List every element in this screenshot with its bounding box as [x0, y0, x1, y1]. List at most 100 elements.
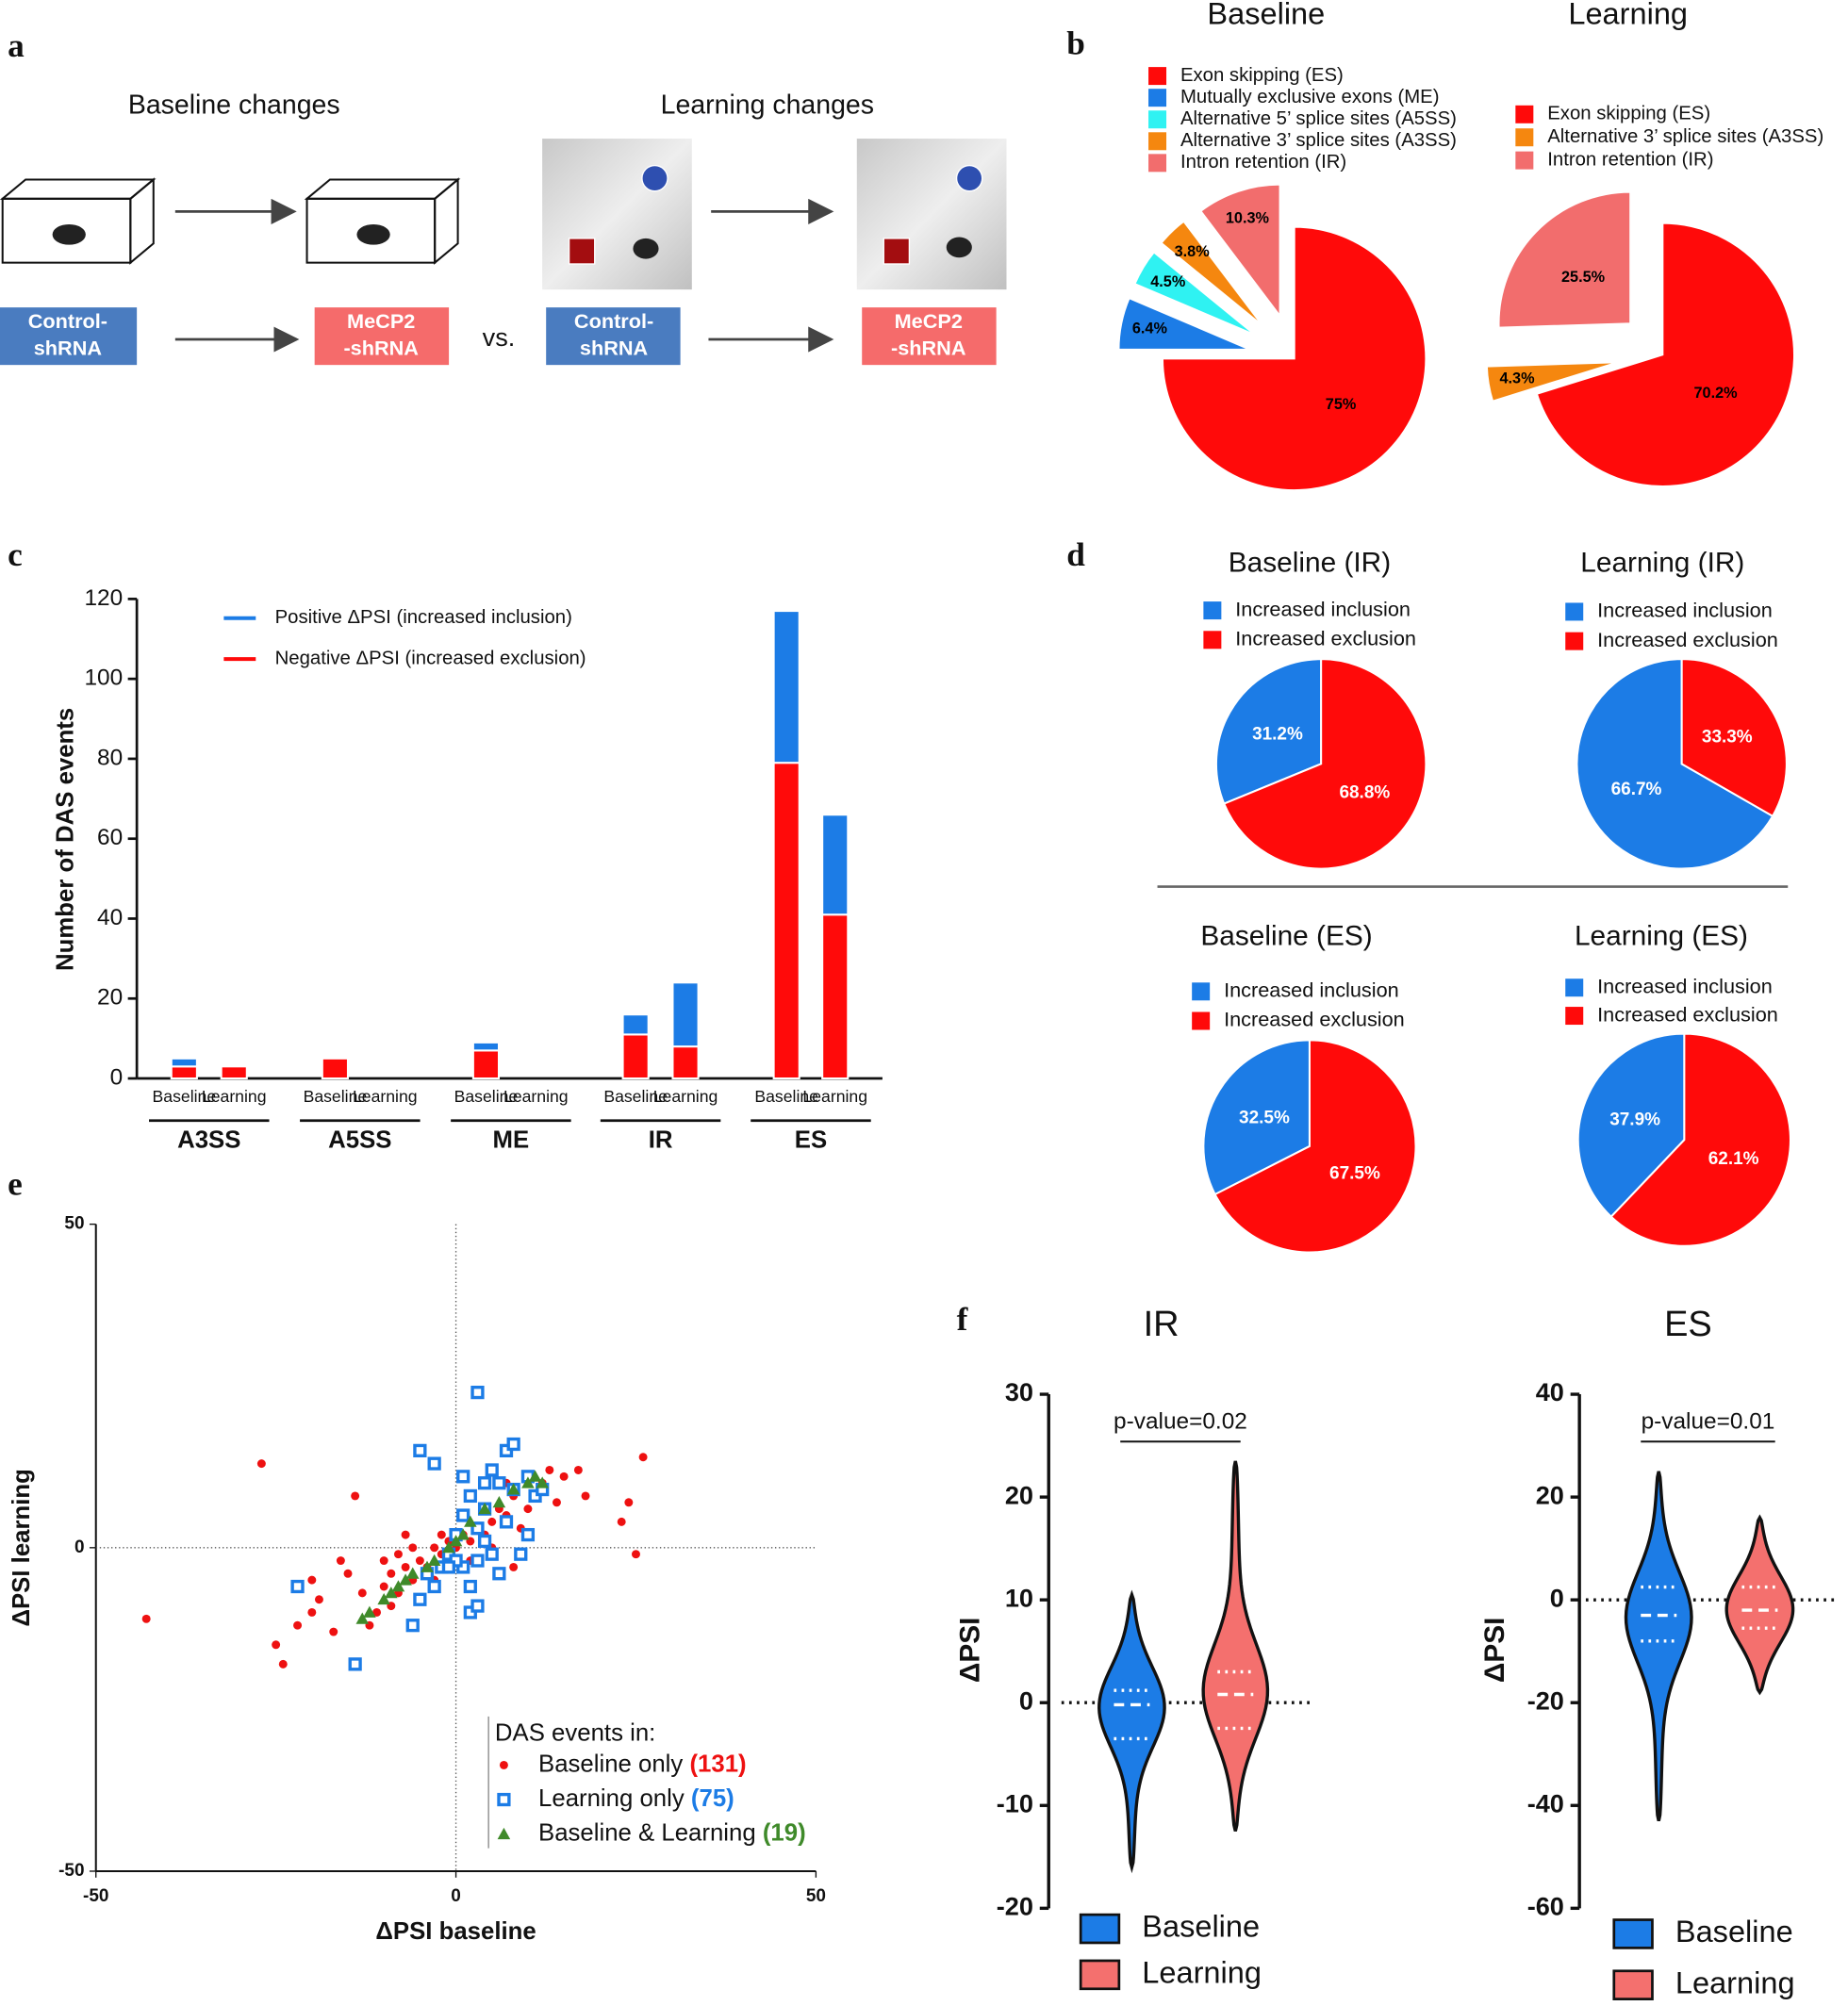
pie-slice [1222, 658, 1427, 870]
box-text: -shRNA [343, 337, 419, 360]
control-box [546, 307, 681, 366]
point [478, 1502, 491, 1515]
point [307, 1607, 317, 1617]
bar-segment [621, 1013, 650, 1036]
y-tick-label: 20 [1005, 1480, 1033, 1509]
point [521, 1476, 535, 1488]
legend-label: Learning [1142, 1955, 1262, 1989]
point [401, 1530, 410, 1539]
bar-segment [471, 1049, 501, 1080]
legend-label: Increased exclusion [1235, 627, 1416, 650]
legend-label: Alternative 3’ splice sites (A3SS) [1180, 130, 1457, 151]
pie-title: Learning (ES) [1575, 921, 1748, 952]
x-tick-label: Baseline [153, 1087, 217, 1106]
point [421, 1560, 434, 1572]
point [492, 1496, 506, 1508]
p-value: p-value=0.02 [1114, 1408, 1247, 1434]
panel-labels: a b c d e f [8, 25, 1085, 1339]
x-tick-label: Learning [202, 1087, 267, 1106]
point [387, 1569, 396, 1578]
legend-label: Exon skipping (ES) [1547, 104, 1710, 124]
y-axis-label: Number of DAS events [52, 708, 78, 971]
arena [542, 139, 692, 290]
group-label: ES [795, 1126, 827, 1153]
bar-segment [772, 762, 800, 1080]
panel-label: b [1066, 25, 1085, 62]
y-axis-label: ΔPSI [955, 1618, 986, 1684]
bar-segment [671, 981, 700, 1048]
pie-title: Learning [1568, 0, 1688, 30]
point [441, 1560, 456, 1574]
legend-marker [497, 1792, 511, 1807]
legend-label: Exon skipping (ES) [1180, 65, 1344, 86]
point [357, 1588, 367, 1598]
point [536, 1476, 549, 1488]
pie-title: Learning (IR) [1580, 548, 1744, 579]
y-axis-label: ΔPSI learning [8, 1469, 35, 1626]
legend-label: Baseline [1142, 1910, 1260, 1944]
x-tick-label: Baseline [603, 1087, 668, 1106]
pie-title: Baseline (IR) [1229, 548, 1391, 579]
box-text: MeCP2 [347, 309, 415, 333]
legend-swatch [1148, 154, 1167, 173]
point [456, 1508, 470, 1522]
x-tick-label: Learning [353, 1087, 418, 1106]
violin [1624, 1471, 1693, 1821]
point [293, 1620, 303, 1630]
slice-label: 33.3% [1702, 728, 1753, 748]
pie-slice [1485, 361, 1619, 403]
legend-swatch [1612, 1918, 1654, 1949]
home-cage [0, 177, 157, 265]
point [427, 1579, 441, 1594]
object [568, 238, 596, 265]
point [487, 1517, 497, 1526]
violin [1724, 1514, 1795, 1696]
legend-swatch [1079, 1913, 1121, 1945]
point [379, 1556, 388, 1566]
point [456, 1470, 470, 1484]
legend-swatch [1203, 631, 1222, 649]
violin [1097, 1589, 1166, 1874]
slice-label: 62.1% [1708, 1149, 1759, 1169]
legend-label: Baseline [1675, 1915, 1793, 1948]
point [377, 1592, 390, 1605]
legend-swatch [1079, 1959, 1121, 1991]
slice-label: 37.9% [1609, 1110, 1660, 1129]
y-tick-label: 0 [1019, 1685, 1033, 1715]
point [463, 1579, 477, 1594]
bar-segment [821, 814, 850, 916]
point [355, 1612, 370, 1624]
legend-swatch [1565, 978, 1584, 997]
legend-swatch [1612, 1969, 1654, 2000]
mouse [946, 237, 972, 258]
pie-slice [1576, 658, 1774, 870]
legend-label: Mutually exclusive exons (ME) [1180, 87, 1440, 107]
legend-label: Increased exclusion [1597, 628, 1778, 651]
legend-marker [499, 1760, 508, 1769]
legend-label: Alternative 3’ splice sites (A3SS) [1547, 126, 1823, 147]
slice-label: 67.5% [1329, 1163, 1380, 1183]
bar-segment [621, 1033, 650, 1080]
x-tick-label: 50 [806, 1886, 826, 1906]
legend-label: Increased exclusion [1597, 1002, 1778, 1026]
slice-label: 3.8% [1175, 243, 1211, 260]
point [343, 1569, 353, 1578]
legend-swatch [1565, 602, 1584, 621]
point [631, 1550, 640, 1559]
chart-title: ES [1664, 1305, 1712, 1344]
pie-slice [1161, 225, 1427, 492]
pie-title: Baseline [1207, 0, 1325, 30]
legend-label: Increased inclusion [1597, 974, 1773, 997]
point [363, 1605, 376, 1618]
point [464, 1515, 477, 1527]
x-axis-label: ΔPSI baseline [375, 1918, 536, 1945]
point [470, 1554, 485, 1568]
point [379, 1582, 388, 1591]
panel-a: Baseline changes Learning changes Contro… [0, 90, 1007, 366]
point [408, 1543, 418, 1553]
x-tick-label: Learning [802, 1087, 867, 1106]
point [509, 1562, 519, 1571]
y-tick-label: -10 [997, 1788, 1033, 1817]
point [393, 1550, 403, 1559]
pie-slice [1497, 190, 1632, 329]
